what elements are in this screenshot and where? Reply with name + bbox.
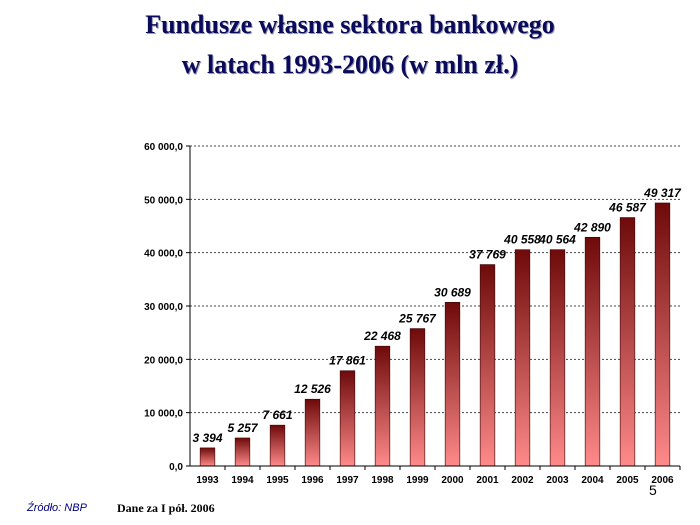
bar <box>619 217 636 467</box>
data-label: 49 317 <box>643 186 682 200</box>
data-note: Dane za I pół. 2006 <box>117 501 215 515</box>
data-label: 7 661 <box>262 408 292 422</box>
y-tick-label: 10 000,0 <box>144 409 183 420</box>
bar <box>234 437 251 467</box>
y-tick-label: 60 000,0 <box>144 142 183 153</box>
chart-title-line1: Fundusze własne sektora bankowego <box>145 10 555 39</box>
axes <box>186 145 681 470</box>
x-tick-label: 2000 <box>441 475 464 486</box>
x-tick-label: 1996 <box>301 475 324 486</box>
x-tick-label: 1995 <box>266 475 289 486</box>
data-label: 17 861 <box>329 354 366 368</box>
bar <box>199 447 216 467</box>
bar <box>444 302 461 467</box>
source-note: Źródło: NBP <box>27 502 87 514</box>
bar <box>479 264 496 467</box>
y-tick-label: 20 000,0 <box>144 355 183 366</box>
bar <box>549 249 566 467</box>
x-tick-label: 2001 <box>476 475 499 486</box>
data-label: 46 587 <box>608 201 647 215</box>
data-label: 30 689 <box>434 285 471 299</box>
gridlines <box>190 145 680 414</box>
data-label: 25 767 <box>398 312 437 326</box>
data-label: 40 564 <box>538 233 576 247</box>
page-number: 5 <box>649 482 657 498</box>
bar <box>584 236 601 467</box>
y-tick-label: 40 000,0 <box>144 249 183 260</box>
x-tick-label: 2004 <box>581 475 604 486</box>
x-tick-label: 2005 <box>616 475 639 486</box>
bar <box>269 424 286 467</box>
x-tick-label: 1998 <box>371 475 394 486</box>
y-tick-label: 30 000,0 <box>144 302 183 313</box>
bar <box>514 249 531 467</box>
x-tick-label: 2002 <box>511 475 534 486</box>
x-tick-label: 1993 <box>196 475 219 486</box>
y-tick-label: 50 000,0 <box>144 195 183 206</box>
bar <box>374 345 391 467</box>
labels: 0,0 10 000,0 20 000,0 30 000,0 40 000,0 50 00… <box>144 142 682 486</box>
data-label: 3 394 <box>192 431 222 445</box>
bar <box>304 398 321 467</box>
data-label: 40 558 <box>503 233 541 247</box>
bars <box>199 202 671 467</box>
x-tick-label: 1997 <box>336 475 359 486</box>
x-tick-label: 1999 <box>406 475 429 486</box>
y-tick-label: 0,0 <box>169 462 183 473</box>
data-label: 5 257 <box>227 421 258 435</box>
data-label: 12 526 <box>294 382 331 396</box>
x-tick-label: 2006 <box>651 475 674 486</box>
bar <box>654 202 671 467</box>
x-tick-label: 2003 <box>546 475 569 486</box>
data-label: 37 769 <box>469 248 506 262</box>
bar <box>339 370 356 467</box>
data-label: 22 468 <box>363 329 401 343</box>
x-tick-label: 1994 <box>231 475 254 486</box>
data-label: 42 890 <box>573 220 611 234</box>
bar <box>409 328 426 467</box>
chart-title-line2: w latach 1993-2006 (w mln zł.) <box>181 50 519 79</box>
